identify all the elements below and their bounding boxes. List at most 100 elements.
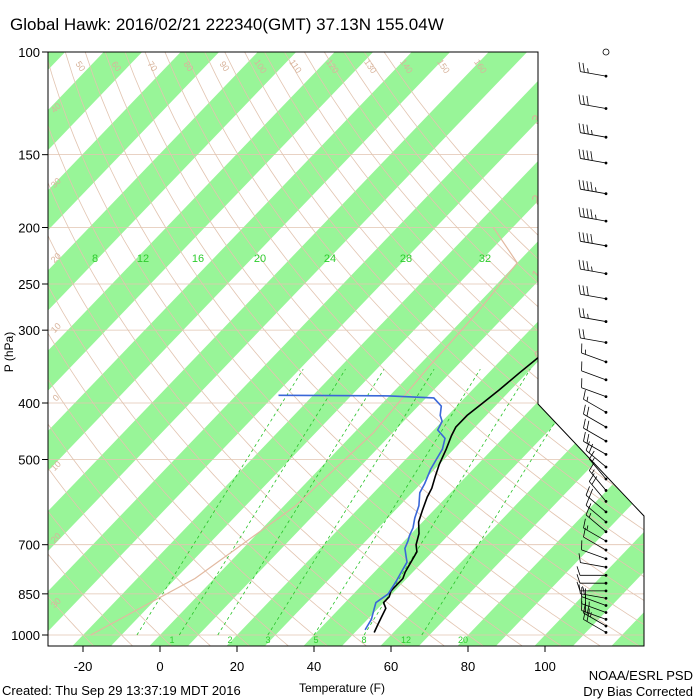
wind-barb-flag: [586, 124, 589, 135]
wind-barb-flag: [590, 612, 592, 618]
wind-barbs: [576, 48, 610, 634]
wind-barb-flag: [576, 574, 581, 584]
dry-adiabat: [48, 52, 529, 646]
wind-barb-flag: [588, 488, 594, 498]
wind-barb-base: [604, 410, 608, 414]
wind-barb-staff: [583, 413, 607, 428]
mixing-ratio-label: 32: [479, 253, 491, 265]
adiabat-label: 90: [217, 59, 231, 73]
wind-barb-staff: [583, 619, 607, 633]
wind-barb-base: [604, 604, 608, 607]
y-axis-label: P (hPa): [2, 332, 16, 372]
isotherm-band: [685, 25, 700, 650]
x-tick-label: 100: [534, 659, 556, 674]
wind-barb-flag: [582, 149, 585, 160]
dry-adiabat: [154, 52, 644, 646]
adiabat-label: 60: [109, 59, 123, 73]
wind-barb-flag: [586, 525, 589, 531]
wind-barb-base: [604, 219, 608, 223]
isotherm-bands: [48, 25, 700, 650]
wind-barb-base: [604, 395, 608, 398]
wind-barb-base: [604, 565, 608, 569]
wind-barb-flag: [582, 586, 585, 591]
dry-adiabat: [231, 52, 644, 646]
wind-barb-flag: [591, 457, 595, 463]
wind-barb-base: [604, 107, 608, 110]
wind-barb-flag: [586, 286, 589, 296]
wind-barb-flag: [582, 207, 585, 218]
wind-barb-staff: [583, 398, 607, 413]
dry-adiabat: [48, 52, 98, 646]
isotherm-left-label: 10: [49, 321, 63, 335]
wind-barb-staff: [580, 216, 607, 222]
y-tick-label: 300: [18, 323, 40, 338]
wind-barb-base: [604, 500, 608, 503]
wind-barb-flag: [590, 181, 593, 192]
wind-barb-flag: [578, 307, 581, 318]
adiabat-label: 80: [181, 59, 195, 73]
wind-barb-flag: [582, 308, 585, 318]
wind-barb-flag: [586, 95, 589, 106]
wind-barb-staff: [581, 603, 607, 613]
mixing-ratio-bottom-label: 5: [313, 635, 318, 645]
wind-barb-staff: [588, 458, 607, 480]
wind-barb-flag: [582, 285, 585, 295]
dry-adiabat: [192, 52, 644, 646]
wind-barb-flag: [583, 404, 586, 415]
wind-barb-base: [604, 581, 608, 585]
wind-barb-flag: [582, 123, 585, 134]
reference-profile: [90, 227, 518, 636]
wind-barb-flag: [582, 232, 585, 243]
wind-barb-flag: [590, 209, 593, 219]
dry-adiabat: [173, 52, 644, 646]
wind-barb-flag: [583, 389, 586, 400]
wind-barb-flag: [585, 486, 590, 496]
wind-barb-base: [604, 573, 608, 577]
wind-barb-flag: [576, 566, 581, 576]
wind-barb-staff: [580, 562, 607, 568]
mixing-ratio-bottom-label: 3: [265, 635, 270, 645]
wind-barb-flag: [591, 266, 593, 272]
mixing-ratio-bottom-label: 12: [401, 635, 411, 645]
y-tick-label: 150: [18, 148, 40, 163]
wind-barb-staff: [580, 71, 607, 77]
wind-barb-base: [604, 439, 608, 443]
wind-barb-base: [604, 477, 608, 481]
y-tick-label: 1000: [11, 628, 40, 643]
wind-barb-flag: [578, 179, 581, 190]
y-tick-label: 700: [18, 538, 40, 553]
wind-barb-base: [604, 452, 608, 456]
x-tick-label: 80: [461, 659, 475, 674]
chart-title: Global Hawk: 2016/02/21 222340(GMT) 37.1…: [10, 15, 444, 34]
wind-barb-base: [604, 557, 608, 561]
wind-barb-base: [604, 539, 608, 543]
wind-barb-flag: [582, 260, 585, 270]
mixing-ratio-bottom-label: 20: [458, 635, 468, 645]
y-tick-label: 250: [18, 277, 40, 292]
wind-barb-staff: [580, 103, 607, 109]
wind-barb-flag: [590, 151, 593, 161]
isotherm-right-label: 10: [546, 396, 567, 417]
wind-barb-staff: [585, 504, 607, 523]
dry-adiabat: [289, 52, 644, 646]
wind-barb-base: [604, 617, 608, 621]
wind-barb-flag: [578, 553, 581, 563]
wind-barb-flag: [588, 443, 594, 453]
x-tick-label: 60: [384, 659, 398, 674]
wind-barb-flag: [595, 187, 597, 193]
isotherm-band: [48, 52, 630, 646]
dry-adiabat: [48, 52, 137, 646]
wind-barb-flag: [582, 180, 585, 190]
x-tick-label: 20: [230, 659, 244, 674]
wind-barb-flag: [586, 434, 590, 444]
wind-barb-flag: [582, 329, 585, 339]
wind-barb-flag: [586, 406, 590, 417]
wind-barb-flag: [591, 469, 595, 474]
y-tick-label: 500: [18, 452, 40, 467]
dry-adiabat: [48, 52, 490, 646]
wind-barb-flag: [590, 233, 593, 244]
dry-adiabat: [76, 52, 607, 646]
x-axis-label: Temperature (F): [299, 681, 385, 695]
wind-barb-staff: [583, 441, 607, 455]
wind-barb-flag: [586, 233, 589, 243]
